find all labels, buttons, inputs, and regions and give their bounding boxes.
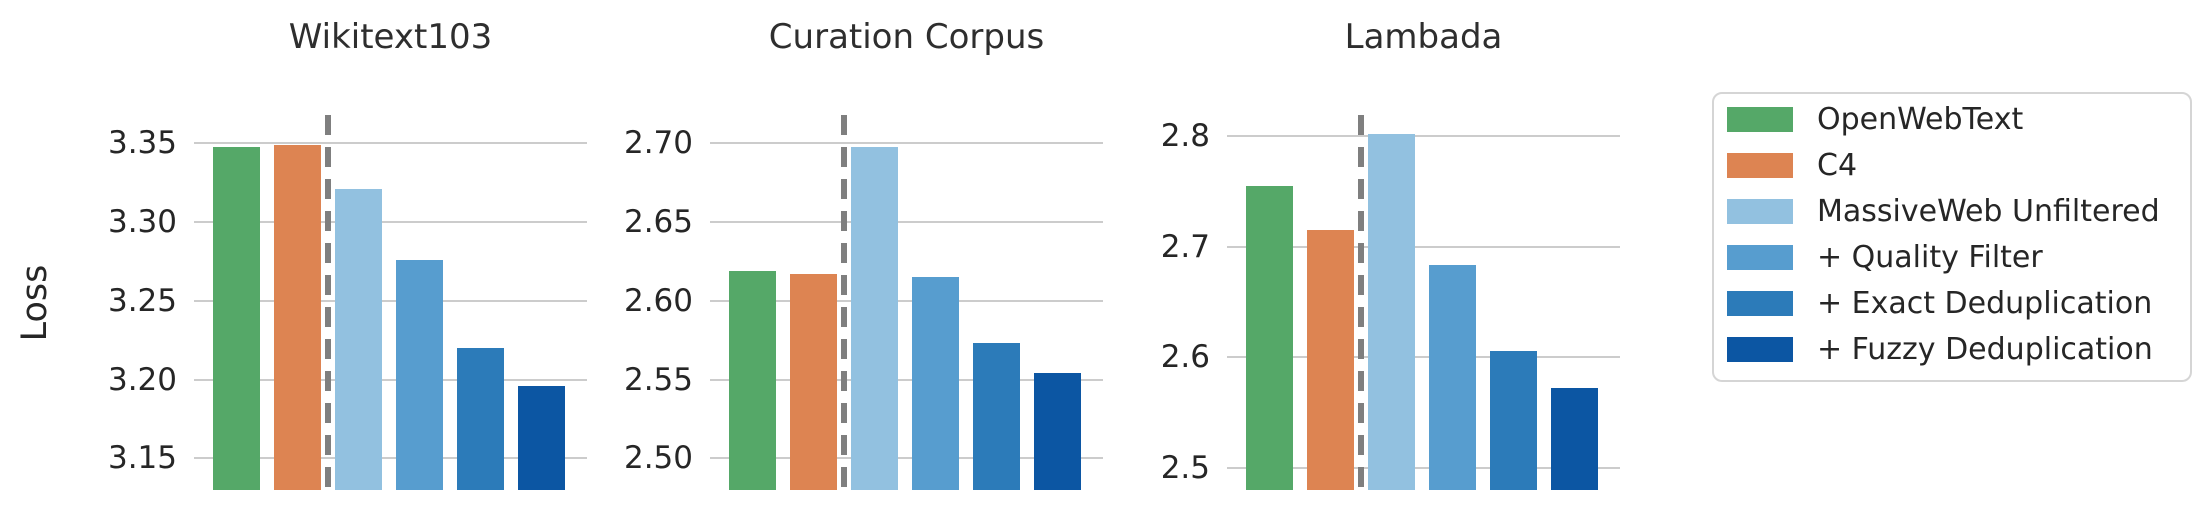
gridline xyxy=(710,221,1103,224)
gridline xyxy=(194,457,587,460)
legend-label: + Exact Deduplication xyxy=(1817,285,2153,321)
panel-title-wikitext103: Wikitext103 xyxy=(288,17,493,57)
legend-swatch-quality-filter xyxy=(1727,245,1793,270)
gridline xyxy=(194,378,587,381)
bar-quality-filter xyxy=(912,277,959,490)
bar-openwebtext xyxy=(729,270,776,490)
gridline xyxy=(1227,135,1620,138)
legend-label: MassiveWeb Unfiltered xyxy=(1817,193,2160,229)
bar-openwebtext xyxy=(1246,185,1293,490)
gridline xyxy=(710,457,1103,460)
pipeline-divider-dashed-line xyxy=(1358,115,1364,490)
bar-openwebtext xyxy=(213,146,260,490)
bar-quality-filter xyxy=(396,259,443,490)
bar-quality-filter xyxy=(1429,265,1476,490)
gridline xyxy=(1227,245,1620,248)
y-tick-label: 2.60 xyxy=(623,282,693,319)
panel-title-curation-corpus: Curation Corpus xyxy=(768,17,1045,57)
gridline xyxy=(194,142,587,145)
legend-label: + Fuzzy Deduplication xyxy=(1817,331,2153,367)
pipeline-divider-dashed-line xyxy=(325,115,331,490)
bar-c4 xyxy=(1307,230,1354,490)
bar-exact-deduplication xyxy=(1490,350,1537,490)
legend-item-quality-filter: + Quality Filter xyxy=(1727,239,2182,275)
gridline xyxy=(1227,466,1620,469)
y-tick-label: 3.35 xyxy=(107,125,177,162)
legend-item-c4: C4 xyxy=(1727,147,2182,183)
gridline xyxy=(1227,356,1620,359)
y-tick-label: 3.20 xyxy=(107,361,177,398)
bar-exact-deduplication xyxy=(973,343,1020,490)
y-tick-label: 2.6 xyxy=(1160,339,1210,376)
bar-massiveweb-unfiltered xyxy=(851,146,898,490)
gridline xyxy=(710,299,1103,302)
legend-swatch-exact-deduplication xyxy=(1727,291,1793,316)
panel-wikitext103 xyxy=(194,115,587,490)
y-tick-label: 2.7 xyxy=(1160,228,1210,265)
legend: OpenWebText C4 MassiveWeb Unfiltered + Qual… xyxy=(1712,92,2192,382)
bar-massiveweb-unfiltered xyxy=(1368,133,1415,490)
panel-curation-corpus xyxy=(710,115,1103,490)
bar-fuzzy-deduplication xyxy=(1551,388,1598,490)
bar-exact-deduplication xyxy=(457,348,504,490)
legend-item-massiveweb-unfiltered: MassiveWeb Unfiltered xyxy=(1727,193,2182,229)
legend-label: + Quality Filter xyxy=(1817,239,2043,275)
bar-c4 xyxy=(790,274,837,490)
legend-swatch-massiveweb-unfiltered xyxy=(1727,199,1793,224)
legend-item-fuzzy-deduplication: + Fuzzy Deduplication xyxy=(1727,331,2182,367)
legend-swatch-fuzzy-deduplication xyxy=(1727,337,1793,362)
gridline xyxy=(194,299,587,302)
y-tick-label: 2.55 xyxy=(623,361,693,398)
y-tick-label: 3.25 xyxy=(107,282,177,319)
gridline xyxy=(710,378,1103,381)
gridline xyxy=(194,221,587,224)
legend-swatch-c4 xyxy=(1727,153,1793,178)
y-tick-label: 3.30 xyxy=(107,204,177,241)
panel-lambada xyxy=(1227,115,1620,490)
y-tick-label: 3.15 xyxy=(107,440,177,477)
gridline xyxy=(710,142,1103,145)
y-tick-label: 2.50 xyxy=(623,440,693,477)
legend-item-exact-deduplication: + Exact Deduplication xyxy=(1727,285,2182,321)
legend-label: OpenWebText xyxy=(1817,101,2024,137)
bar-massiveweb-unfiltered xyxy=(335,189,382,490)
pipeline-divider-dashed-line xyxy=(841,115,847,490)
y-tick-label: 2.8 xyxy=(1160,118,1210,155)
bar-fuzzy-deduplication xyxy=(518,386,565,490)
y-tick-label: 2.70 xyxy=(623,125,693,162)
legend-item-openwebtext: OpenWebText xyxy=(1727,101,2182,137)
y-tick-label: 2.5 xyxy=(1160,449,1210,486)
bar-fuzzy-deduplication xyxy=(1034,373,1081,490)
legend-label: C4 xyxy=(1817,147,1858,183)
bar-c4 xyxy=(274,144,321,490)
legend-swatch-openwebtext xyxy=(1727,107,1793,132)
y-tick-label: 2.65 xyxy=(623,204,693,241)
panel-title-lambada: Lambada xyxy=(1344,17,1503,57)
